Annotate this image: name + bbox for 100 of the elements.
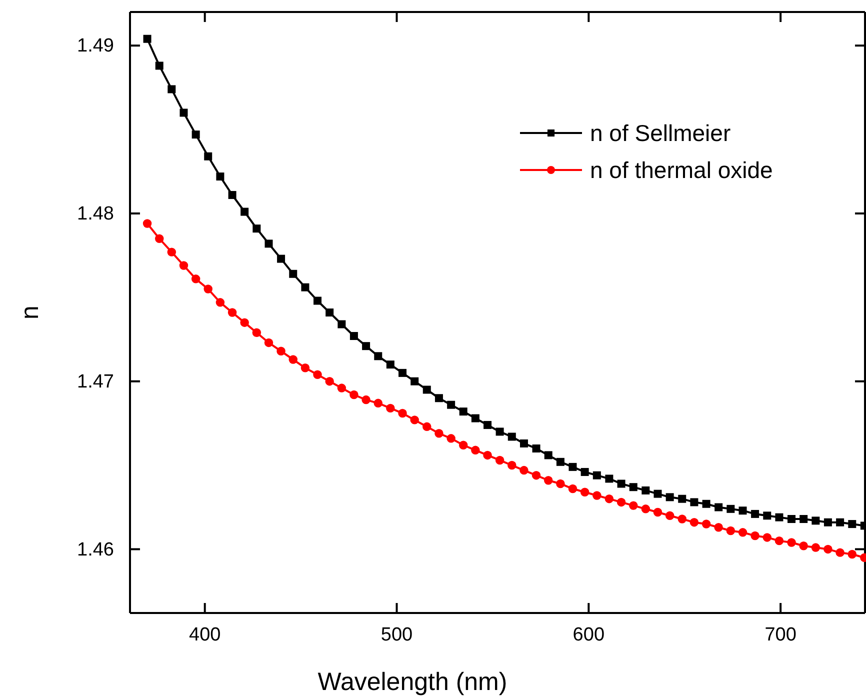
point [738, 528, 748, 537]
point [556, 458, 564, 466]
point [338, 320, 346, 328]
point [702, 500, 710, 508]
point [617, 480, 626, 488]
point [653, 508, 662, 517]
point [508, 432, 516, 441]
point [362, 342, 370, 350]
legend-label: n of Sellmeier [590, 120, 731, 146]
point [277, 254, 286, 263]
point [484, 420, 492, 429]
point [812, 516, 820, 525]
point [264, 338, 274, 348]
x-tick-label: 600 [572, 624, 605, 646]
point [592, 471, 601, 480]
point [471, 414, 480, 422]
point [410, 416, 419, 424]
point [702, 520, 711, 528]
point [568, 484, 578, 494]
point [288, 355, 298, 364]
point [775, 513, 784, 522]
point [532, 470, 541, 480]
point [252, 328, 262, 338]
x-tick-label: 700 [764, 624, 796, 646]
point [240, 208, 249, 216]
point [398, 368, 407, 377]
point [544, 476, 553, 485]
point [228, 190, 236, 199]
point [142, 219, 152, 228]
point [350, 332, 358, 340]
point [155, 62, 164, 70]
point [192, 130, 200, 139]
point [726, 504, 735, 513]
point [471, 446, 480, 455]
point [520, 439, 528, 448]
point [604, 494, 614, 504]
point [629, 483, 638, 492]
y-tick-label: 1.47 [77, 371, 114, 392]
point [642, 486, 650, 494]
point [641, 504, 650, 514]
point [496, 428, 504, 436]
point [483, 450, 492, 460]
point [228, 308, 237, 317]
point [580, 468, 589, 476]
point [799, 541, 808, 550]
point [422, 386, 431, 394]
point [508, 460, 516, 470]
point [629, 501, 638, 510]
point [836, 518, 844, 526]
point [374, 352, 382, 360]
point [556, 479, 565, 488]
point [678, 494, 686, 503]
point [191, 274, 200, 284]
point [714, 503, 723, 512]
point [240, 318, 249, 327]
point [690, 518, 699, 527]
point [580, 488, 590, 496]
point [788, 514, 796, 523]
x-axis-title: Wavelength (nm) [318, 668, 508, 696]
point [154, 234, 164, 243]
point [848, 520, 856, 528]
point [690, 498, 698, 506]
point [289, 270, 298, 278]
legend-label: n of thermal oxide [590, 157, 773, 183]
point [362, 395, 370, 404]
point [495, 456, 504, 465]
y-tick-label: 1.48 [77, 204, 114, 225]
point [313, 370, 322, 379]
point [800, 514, 808, 523]
point [774, 536, 784, 546]
point [616, 498, 626, 507]
point [313, 296, 322, 305]
point [398, 408, 407, 418]
y-axis-title: n [16, 306, 44, 320]
point [751, 510, 760, 518]
point [337, 384, 346, 392]
point [434, 429, 444, 438]
point [665, 511, 674, 520]
point [276, 346, 286, 356]
point [300, 364, 310, 372]
point [459, 408, 468, 416]
point [592, 491, 602, 500]
point [422, 422, 432, 432]
point [738, 506, 747, 515]
point [350, 390, 358, 400]
point [763, 512, 772, 520]
point [143, 34, 152, 43]
point [216, 298, 225, 307]
point [204, 284, 212, 294]
point [264, 240, 273, 248]
point [301, 283, 310, 292]
point [434, 394, 443, 402]
point [654, 490, 662, 498]
point [386, 404, 395, 413]
point [374, 398, 383, 408]
x-tick-label: 400 [188, 624, 221, 646]
point [568, 462, 577, 471]
point [204, 152, 212, 160]
point [750, 531, 760, 540]
y-tick-label: 1.49 [77, 36, 114, 57]
